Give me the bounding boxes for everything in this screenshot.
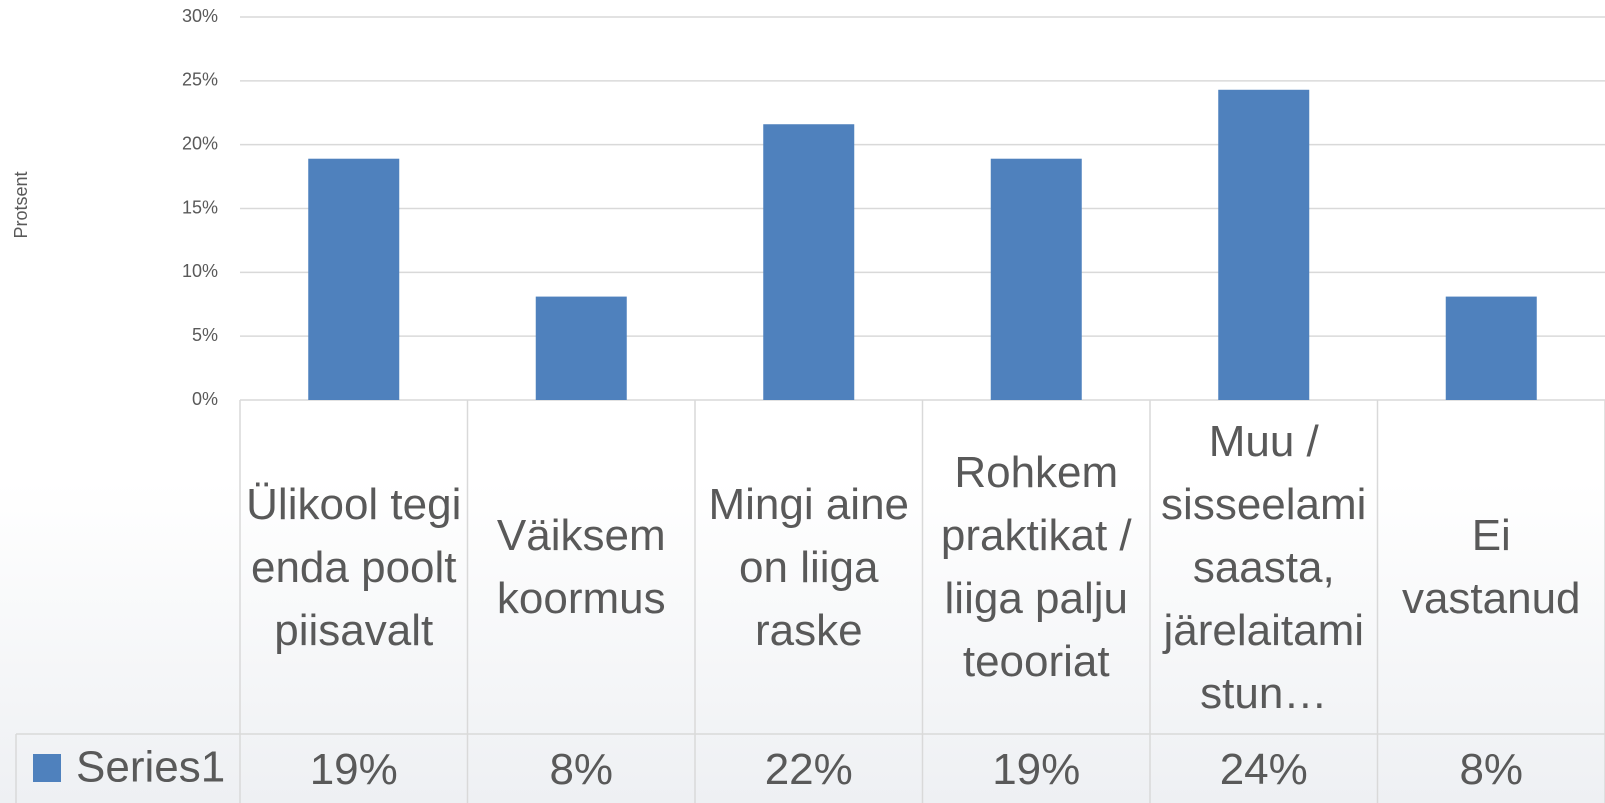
y-tick-label: 10%	[182, 261, 218, 281]
y-axis-title: Protsent	[11, 171, 31, 238]
data-table-value: 19%	[309, 744, 398, 794]
x-tick-label: Väiksem koormus	[496, 511, 666, 623]
y-tick-label: 30%	[182, 6, 218, 26]
bar	[535, 296, 627, 400]
bar	[308, 158, 400, 400]
x-tick-label: Ülikool tegi enda poolt piisavalt	[246, 479, 462, 655]
data-table-value: 19%	[992, 744, 1081, 794]
legend-swatch	[33, 754, 61, 782]
y-tick-label: 5%	[192, 325, 218, 345]
data-table-value: 24%	[1219, 744, 1308, 794]
x-tick-label: Ei vastanud	[1401, 511, 1581, 623]
x-tick-label: Mingi aine on liiga raske	[708, 479, 910, 655]
x-tick-label: Muu / sisseelamisaasta, järelaitamistun…	[1161, 416, 1367, 718]
y-tick-label: 25%	[182, 70, 218, 90]
data-table-value: 8%	[549, 744, 614, 794]
y-tick-label: 0%	[192, 389, 218, 409]
legend-label: Series1	[76, 743, 225, 792]
data-table-value: 8%	[1459, 744, 1524, 794]
x-tick-label: Rohkem praktikat / liiga palju teooriat	[940, 448, 1132, 686]
y-tick-label: 20%	[182, 133, 218, 153]
data-table-value: 22%	[764, 744, 853, 794]
bar	[990, 158, 1082, 400]
bar	[1445, 296, 1537, 400]
y-tick-label: 15%	[182, 197, 218, 217]
bar	[1218, 89, 1310, 401]
bar	[763, 124, 855, 401]
